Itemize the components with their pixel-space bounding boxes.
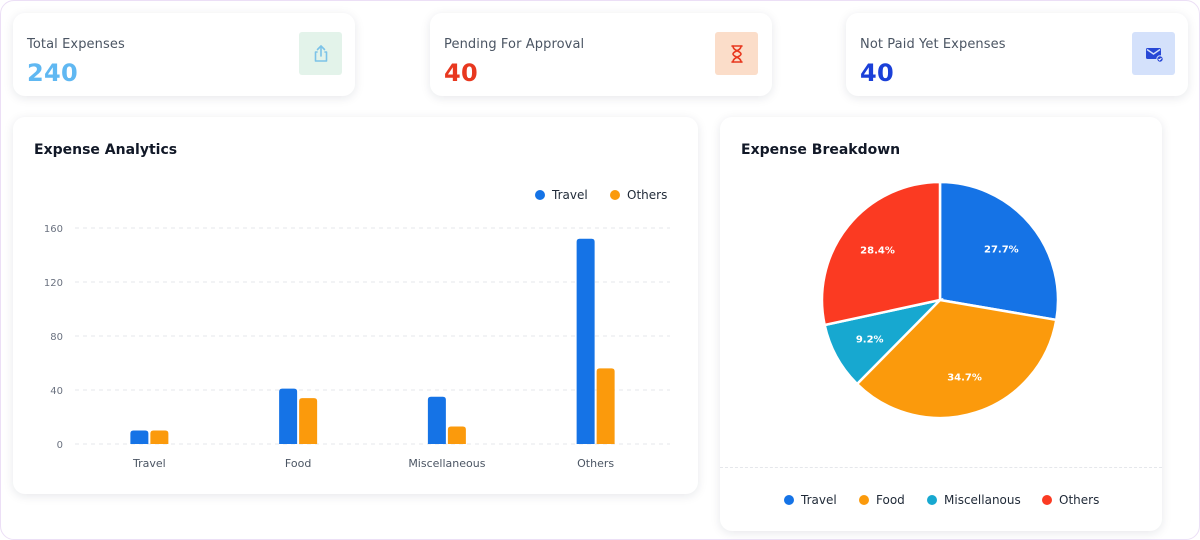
x-tick-label: Travel xyxy=(132,457,166,470)
bar-others-food[interactable] xyxy=(299,398,318,444)
legend-label: Others xyxy=(627,188,668,202)
legend-item-food[interactable]: Food xyxy=(859,493,905,507)
legend-dot xyxy=(859,495,869,505)
stat-label: Pending For Approval xyxy=(444,37,585,52)
y-tick-label: 40 xyxy=(50,386,63,397)
expense-analytics-card: Expense Analytics Travel Others 0 40 80 120… xyxy=(13,117,698,494)
legend-dot xyxy=(610,190,620,200)
pie-slice-others[interactable] xyxy=(820,180,942,327)
hourglass-icon[interactable] xyxy=(715,32,758,75)
stat-value: 40 xyxy=(860,59,894,87)
stat-card-not-paid: Not Paid Yet Expenses 40 xyxy=(846,13,1188,96)
panel-title: Expense Analytics xyxy=(34,142,178,158)
x-tick-label: Miscellaneous xyxy=(408,457,485,470)
bar-others-travel[interactable] xyxy=(150,430,169,445)
bar-others-others[interactable] xyxy=(596,368,615,444)
share-upload-icon[interactable] xyxy=(299,32,342,75)
stat-value: 40 xyxy=(444,59,478,87)
legend-dot xyxy=(784,495,794,505)
stat-card-pending-approval: Pending For Approval 40 xyxy=(430,13,772,96)
panel-title: Expense Breakdown xyxy=(741,142,901,158)
y-tick-label: 80 xyxy=(50,332,63,343)
mail-check-icon[interactable] xyxy=(1132,32,1175,75)
bar-travel-food[interactable] xyxy=(279,388,298,444)
bar-travel-travel[interactable] xyxy=(130,430,149,445)
pie-slice-food[interactable] xyxy=(855,298,1058,420)
legend-label: Travel xyxy=(801,493,837,507)
legend-dot xyxy=(1042,495,1052,505)
x-tick-label: Others xyxy=(577,457,614,470)
legend-dot xyxy=(535,190,545,200)
legend-item-others[interactable]: Others xyxy=(610,188,667,202)
legend-divider xyxy=(720,467,1162,468)
legend-label: Travel xyxy=(552,188,588,202)
legend-item-others[interactable]: Others xyxy=(1042,493,1099,507)
pie-slice-travel[interactable] xyxy=(938,180,1060,322)
legend-label: Miscellanous xyxy=(944,493,1021,507)
bar-others-miscellaneous[interactable] xyxy=(447,426,466,444)
stat-value: 240 xyxy=(27,59,78,87)
legend-item-travel[interactable]: Travel xyxy=(535,188,588,202)
pie-chart: 27.7% 34.7% 9.2% 28.4% xyxy=(820,180,1060,420)
pie-value-label: 9.2% xyxy=(856,335,884,346)
y-tick-label: 160 xyxy=(44,224,63,235)
expense-breakdown-card: Expense Breakdown 27.7% 34.7% 9.2% 28.4% Tr… xyxy=(720,117,1162,531)
legend-item-travel[interactable]: Travel xyxy=(784,493,837,507)
bar-chart: 0 40 80 120 160 Travel Food Miscellaneous Others xyxy=(44,224,670,470)
stat-label: Not Paid Yet Expenses xyxy=(860,37,1006,52)
y-tick-label: 0 xyxy=(57,440,63,451)
stat-card-total-expenses: Total Expenses 240 xyxy=(13,13,355,96)
y-tick-label: 120 xyxy=(44,278,63,289)
legend-label: Food xyxy=(876,493,905,507)
legend-label: Others xyxy=(1059,493,1100,507)
pie-value-label: 34.7% xyxy=(947,372,982,383)
bar-travel-others[interactable] xyxy=(576,238,595,444)
legend-item-miscellanous[interactable]: Miscellanous xyxy=(927,493,1021,507)
legend-dot xyxy=(927,495,937,505)
stat-label: Total Expenses xyxy=(27,37,125,52)
x-tick-label: Food xyxy=(285,457,311,470)
pie-value-label: 27.7% xyxy=(984,244,1019,255)
bar-travel-miscellaneous[interactable] xyxy=(427,396,446,444)
pie-value-label: 28.4% xyxy=(860,246,895,257)
